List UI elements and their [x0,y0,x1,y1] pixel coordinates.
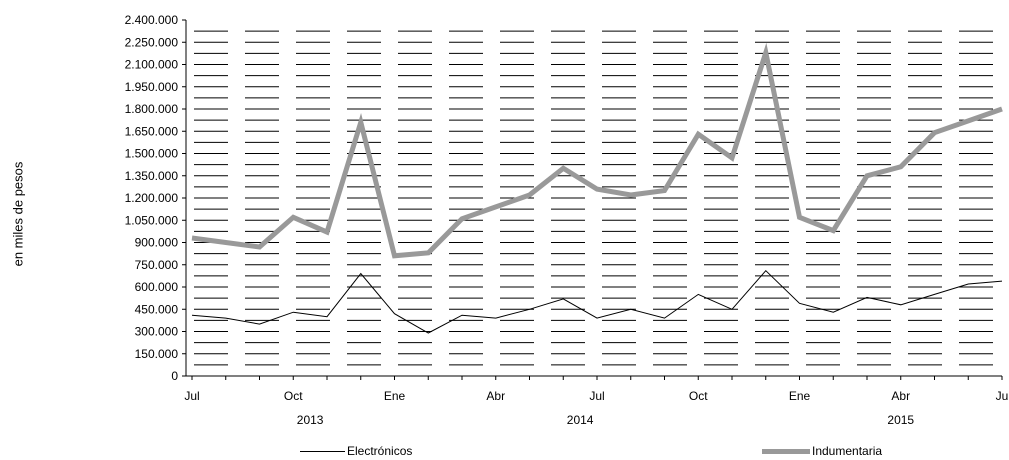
series-lines [191,42,1003,334]
gridlines [186,30,1002,366]
x-tick-label: Ene [384,389,406,403]
y-axis-title-wrap: en miles de pesos [8,0,28,460]
legend-item-electronicos: Electrónicos [300,444,412,458]
x-axis-ticks: Jul Oct Ene Abr Jul Oct Ene Abr Ju 2013 2014 2015 [184,376,1008,427]
y-tick-label: 1.800.000 [125,102,179,116]
legend-swatch-indumentaria [762,448,810,454]
x-tick-label: Jul [184,389,199,403]
x-year-label: 2014 [567,413,594,427]
y-tick-label: 0 [171,369,178,383]
y-tick-label: 900.000 [135,236,179,250]
y-tick-label: 1.950.000 [125,80,179,94]
legend-label-indumentaria: Indumentaria [812,444,883,458]
y-tick-label: 150.000 [135,347,179,361]
y-tick-label: 1.200.000 [125,191,179,205]
y-tick-label: 2.250.000 [125,35,179,49]
y-tick-label: 2.100.000 [125,58,179,72]
x-tick-label: Ene [789,389,811,403]
x-tick-label: Abr [486,389,505,403]
legend-label-electronicos: Electrónicos [347,444,413,458]
y-tick-label: 600.000 [135,280,179,294]
y-tick-label: 2.400.000 [125,13,179,27]
y-axis-ticks: 0 150.000 300.000 450.000 600.000 750.000 900.… [125,13,186,383]
series-line-electronicos [191,269,1003,334]
y-tick-label: 750.000 [135,258,179,272]
legend-item-indumentaria: Indumentaria [762,444,882,458]
legend-swatch-electronicos [300,450,345,452]
x-tick-label: Oct [689,389,708,403]
series-line-indumentaria [191,42,1003,259]
y-tick-label: 300.000 [135,325,179,339]
x-tick-label: Oct [284,389,303,403]
y-tick-label: 1.650.000 [125,124,179,138]
x-tick-label: Abr [891,389,910,403]
y-axis-title: en miles de pesos [10,161,26,267]
x-year-label: 2013 [297,413,324,427]
x-tick-label: Ju [996,389,1009,403]
x-year-label: 2015 [887,413,914,427]
y-tick-label: 1.350.000 [125,169,179,183]
x-tick-label: Jul [589,389,604,403]
y-tick-label: 1.050.000 [125,213,179,227]
y-tick-label: 1.500.000 [125,147,179,161]
y-tick-label: 450.000 [135,302,179,316]
